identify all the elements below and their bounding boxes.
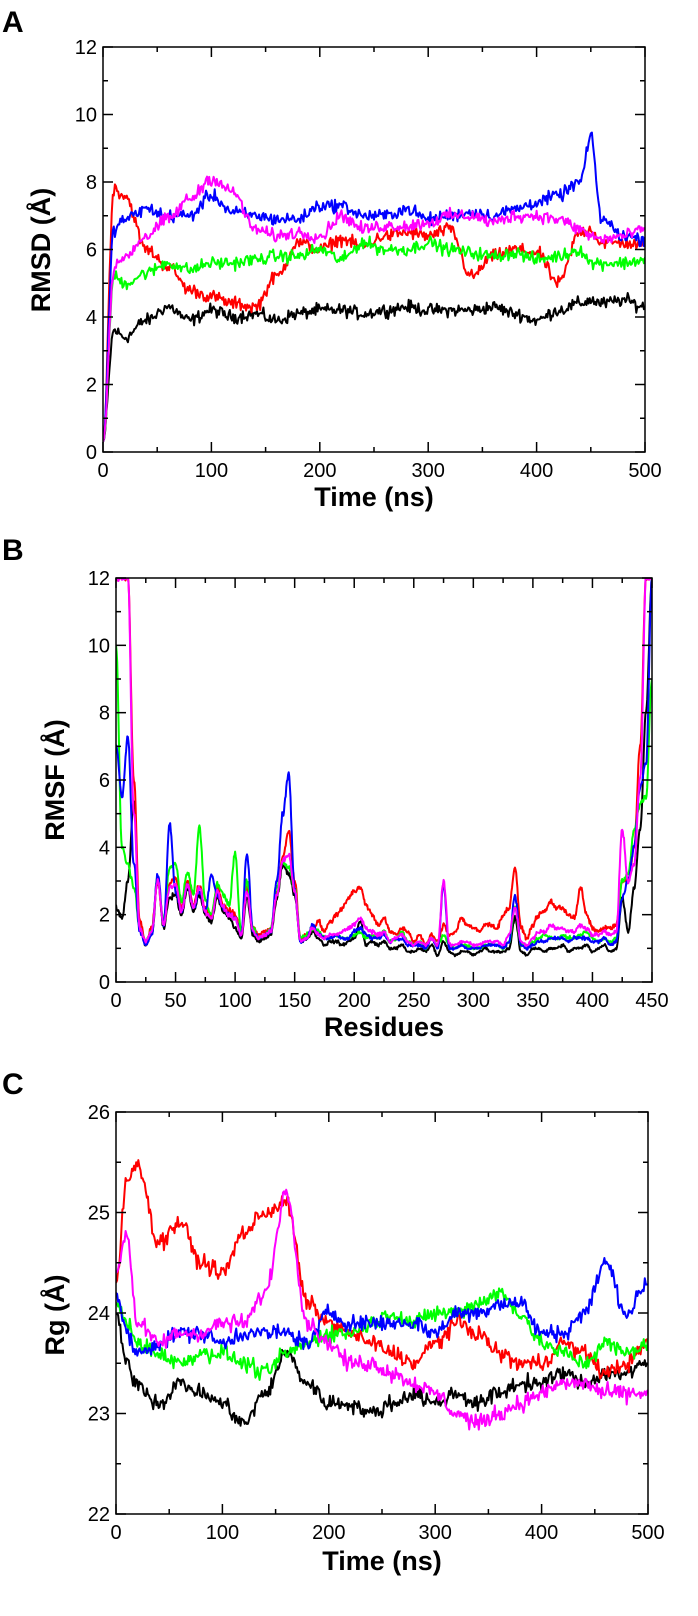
series-line-green — [116, 1287, 648, 1381]
series-line-red — [116, 578, 652, 946]
y-tick-label: 12 — [88, 568, 110, 590]
x-axis-label: Residues — [324, 1012, 444, 1042]
x-tick-label: 400 — [576, 990, 609, 1012]
x-tick-label: 0 — [110, 1522, 121, 1544]
y-tick-label: 12 — [75, 37, 97, 59]
x-tick-label: 200 — [303, 460, 336, 482]
y-tick-label: 2 — [99, 905, 110, 927]
y-tick-label: 10 — [75, 105, 97, 127]
x-tick-label: 200 — [312, 1522, 345, 1544]
y-tick-label: 24 — [88, 1303, 110, 1325]
x-tick-label: 100 — [206, 1522, 239, 1544]
x-tick-label: 0 — [110, 990, 121, 1012]
y-tick-label: 4 — [99, 837, 110, 859]
y-tick-label: 25 — [88, 1203, 110, 1225]
x-tick-label: 250 — [397, 990, 430, 1012]
y-tick-label: 6 — [99, 770, 110, 792]
series-line-magenta — [103, 175, 645, 443]
x-tick-label: 0 — [97, 460, 108, 482]
plot-frame — [115, 577, 653, 983]
y-axis-label: RMSF (Å) — [39, 719, 70, 840]
panel-label: B — [2, 534, 24, 567]
x-tick-label: 450 — [635, 990, 668, 1012]
panel-A: A 0 100 200 300 400 500 0 2 4 6 8 10 12 Time (ns) RMSD … — [2, 6, 662, 512]
x-tick-label: 300 — [419, 1522, 452, 1544]
series-line-blue — [103, 131, 645, 443]
series-line-magenta — [116, 1188, 648, 1431]
y-tick-label: 23 — [88, 1404, 110, 1426]
series-group — [116, 1159, 648, 1431]
y-tick-label: 26 — [88, 1102, 110, 1124]
x-tick-label: 200 — [338, 990, 371, 1012]
y-tick-label: 2 — [86, 375, 97, 397]
x-tick-label: 400 — [520, 460, 553, 482]
series-group — [116, 578, 652, 958]
x-axis-label: Time (ns) — [322, 1546, 442, 1576]
x-axis-label: Time (ns) — [314, 482, 434, 512]
panel-label: C — [2, 1068, 24, 1101]
series-line-green — [116, 645, 652, 951]
y-tick-label: 4 — [86, 307, 97, 329]
x-tick-label: 350 — [516, 990, 549, 1012]
panel-C: C 0 100 200 300 400 500 22 23 24 25 26 Time (ns) Rg (… — [2, 1068, 665, 1576]
x-tick-label: 100 — [195, 460, 228, 482]
series-group — [103, 131, 645, 443]
series-line-black — [116, 1312, 648, 1427]
panel-B: B 0 50 100 150 200 250 300 350 400 450 0 2 4 6 8 10 12 Res… — [2, 534, 669, 1042]
y-tick-label: 22 — [88, 1504, 110, 1526]
panel-label: A — [2, 6, 24, 39]
y-tick-label: 10 — [88, 635, 110, 657]
x-tick-label: 50 — [164, 990, 186, 1012]
x-tick-label: 100 — [218, 990, 251, 1012]
series-line-magenta — [116, 578, 652, 948]
y-tick-label: 8 — [99, 703, 110, 725]
series-line-red — [116, 1159, 648, 1380]
y-tick-label: 0 — [99, 972, 110, 994]
x-tick-label: 500 — [628, 460, 661, 482]
series-line-blue — [116, 1257, 648, 1357]
y-axis-label: Rg (Å) — [39, 1275, 70, 1356]
x-tick-label: 300 — [412, 460, 445, 482]
y-tick-label: 0 — [86, 442, 97, 464]
y-tick-label: 8 — [86, 172, 97, 194]
series-line-black — [103, 292, 645, 443]
y-tick-label: 6 — [86, 240, 97, 262]
y-axis-label: RMSD (Å) — [25, 188, 56, 312]
x-tick-label: 150 — [278, 990, 311, 1012]
series-line-black — [116, 578, 652, 958]
x-tick-label: 400 — [525, 1522, 558, 1544]
x-tick-label: 500 — [631, 1522, 664, 1544]
x-tick-label: 300 — [457, 990, 490, 1012]
series-line-green — [103, 235, 645, 443]
